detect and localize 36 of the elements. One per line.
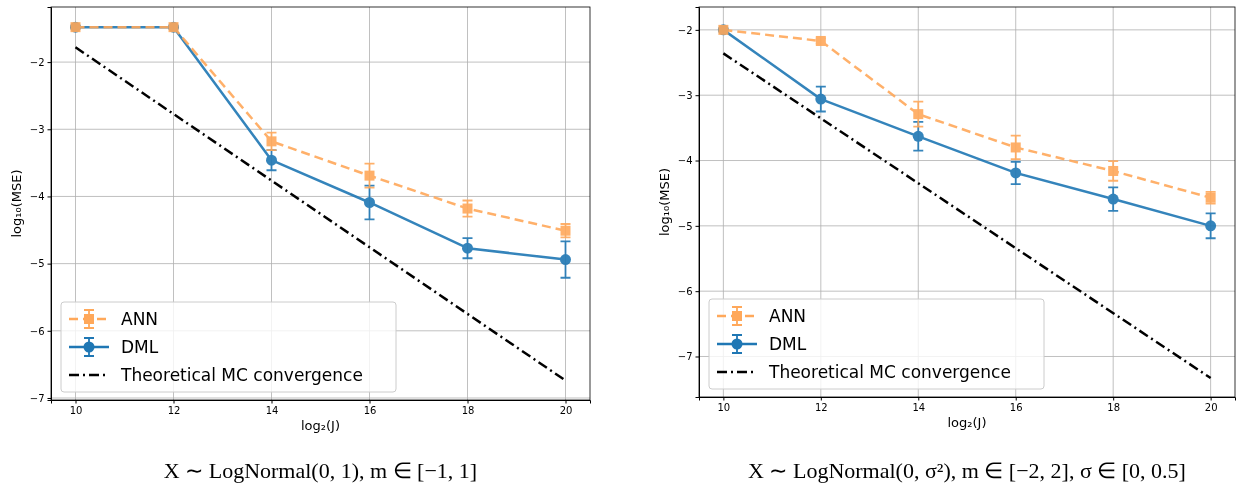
y-tick-label: −5 (677, 220, 693, 232)
y-axis-title: log₁₀(MSE) (657, 167, 672, 237)
x-tick-label: 20 (1204, 401, 1218, 413)
y-tick-label: −5 (29, 258, 45, 270)
x-tick-label: 14 (265, 404, 279, 416)
x-tick-label: 10 (69, 404, 83, 416)
y-tick-label: −4 (677, 155, 693, 167)
x-tick-label: 12 (814, 401, 828, 413)
y-tick-label: −6 (29, 325, 45, 337)
y-tick-label: −3 (29, 123, 45, 135)
y-tick-label: −6 (677, 285, 693, 297)
legend-label: DML (121, 337, 159, 357)
x-tick-label: 12 (167, 404, 181, 416)
legend-label: Theoretical MC convergence (768, 362, 1011, 382)
y-axis-title: log₁₀(MSE) (9, 169, 24, 238)
x-tick-label: 14 (912, 401, 926, 413)
x-tick-label: 20 (559, 404, 573, 416)
legend-label: ANN (769, 306, 807, 326)
legend-label: DML (769, 334, 807, 354)
text: X ∼ LogNormal(0, 1), m ∈ [−1, 1] (163, 458, 478, 483)
y-tick-label: −4 (29, 191, 45, 203)
x-tick-label: 10 (717, 401, 731, 413)
y-tick-label: −7 (677, 351, 693, 363)
legend-label: Theoretical MC convergence (120, 365, 363, 385)
x-tick-label: 18 (461, 404, 475, 416)
x-axis-title: log₂(J) (947, 415, 987, 430)
y-tick-label: −3 (677, 89, 693, 101)
legend-label: ANN (121, 309, 159, 329)
y-tick-label: −2 (677, 24, 693, 36)
x-tick-label: 16 (1009, 401, 1023, 413)
x-axis-title: log₂(J) (300, 418, 341, 433)
text: X ∼ LogNormal(0, σ²), m ∈ [−2, 2], σ ∈ [0, 0.5] (748, 458, 1186, 483)
y-tick-label: −2 (29, 56, 45, 68)
x-tick-label: 16 (363, 404, 377, 416)
y-tick-label: −7 (29, 392, 45, 404)
x-tick-label: 18 (1107, 401, 1121, 413)
